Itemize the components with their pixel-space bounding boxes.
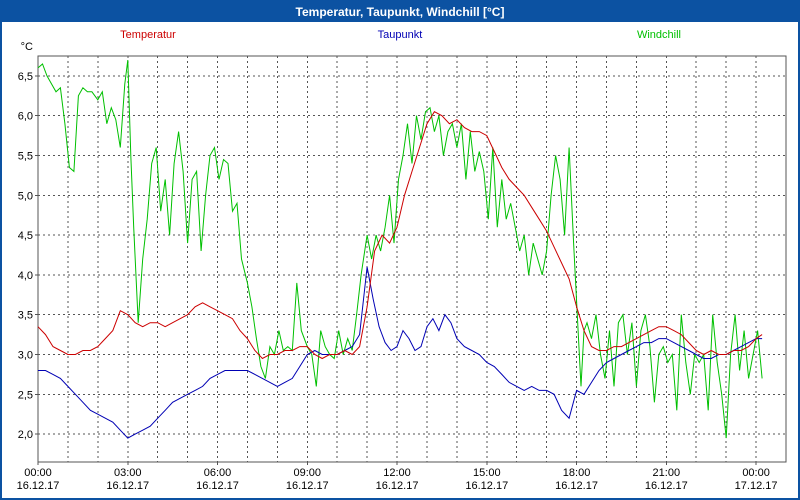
legend-label-temperatur: Temperatur bbox=[120, 29, 176, 41]
y-tick-label: 2,0 bbox=[18, 429, 33, 441]
y-tick-label: 6,0 bbox=[18, 111, 33, 123]
series-line-taupunkt bbox=[38, 266, 763, 439]
plot-border bbox=[37, 55, 787, 463]
series-line-temperatur bbox=[37, 111, 763, 360]
y-tick-label: 3,0 bbox=[18, 350, 33, 362]
series-line-windchill bbox=[37, 59, 763, 439]
chart-svg: 6,56,05,55,04,54,03,53,02,52,0°C00:0016.… bbox=[17, 29, 787, 492]
y-tick-label: 6,5 bbox=[18, 71, 33, 83]
x-tick-time-label: 09:00 bbox=[294, 467, 322, 479]
x-tick-time-label: 03:00 bbox=[114, 467, 142, 479]
legend-label-taupunkt: Taupunkt bbox=[378, 29, 423, 41]
x-tick-time-label: 21:00 bbox=[653, 467, 681, 479]
x-tick-time-label: 12:00 bbox=[383, 467, 411, 479]
x-tick-date-label: 16.12.17 bbox=[465, 480, 508, 492]
chart-region: 6,5 6,0 5,5 5,0 4,5 4,0 3,5 3,0 2,5 2,0 °C 00:00 16.… bbox=[2, 22, 798, 498]
y-tick-label: 4,0 bbox=[18, 270, 33, 282]
x-tick-time-label: 15:00 bbox=[473, 467, 501, 479]
x-tick-date-label: 16.12.17 bbox=[376, 480, 419, 492]
y-tick-label: 5,5 bbox=[18, 151, 33, 163]
x-tick-date-label: 17.12.17 bbox=[735, 480, 778, 492]
x-tick-date-label: 16.12.17 bbox=[196, 480, 239, 492]
x-tick-time-label: 18:00 bbox=[563, 467, 591, 479]
x-tick-date-label: 16.12.17 bbox=[645, 480, 688, 492]
window-title: Temperatur, Taupunkt, Windchill [°C] bbox=[295, 5, 505, 19]
x-tick-date-label: 16.12.17 bbox=[106, 480, 149, 492]
x-tick-time-label: 00:00 bbox=[742, 467, 770, 479]
window-titlebar: Temperatur, Taupunkt, Windchill [°C] bbox=[2, 2, 798, 22]
x-tick-date-label: 16.12.17 bbox=[286, 480, 329, 492]
y-tick-label: 4,5 bbox=[18, 230, 33, 242]
y-tick-label: 5,0 bbox=[18, 190, 33, 202]
y-axis-unit-label: °C bbox=[21, 41, 33, 53]
legend-label-windchill: Windchill bbox=[637, 29, 681, 41]
y-tick-label: 2,5 bbox=[18, 389, 33, 401]
x-tick-time-label: 06:00 bbox=[204, 467, 232, 479]
y-tick-label: 3,5 bbox=[18, 310, 33, 322]
x-tick-date-label: 16.12.17 bbox=[555, 480, 598, 492]
x-tick-date-label: 16.12.17 bbox=[17, 480, 60, 492]
x-tick-time-label: 00:00 bbox=[24, 467, 52, 479]
